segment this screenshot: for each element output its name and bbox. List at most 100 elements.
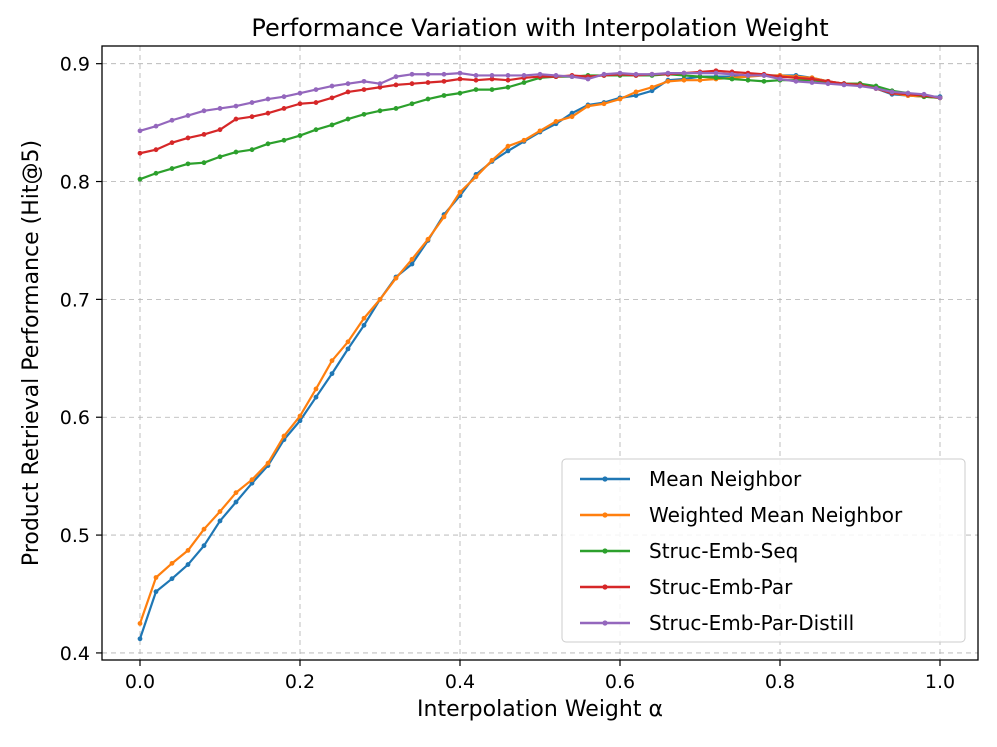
data-point-struc-emb-par-distill: [361, 78, 367, 84]
legend-label: Struc-Emb-Seq: [649, 539, 798, 563]
data-point-struc-emb-par-distill: [777, 76, 783, 82]
data-point-weighted-mean-neighbor: [665, 78, 671, 84]
data-point-mean-neighbor: [329, 371, 335, 377]
data-point-weighted-mean-neighbor: [265, 460, 271, 466]
data-point-struc-emb-par-distill: [889, 89, 895, 95]
legend-item-mean-neighbor: Mean Neighbor: [580, 467, 802, 491]
data-point-struc-emb-par-distill: [441, 71, 447, 77]
data-point-weighted-mean-neighbor: [489, 157, 495, 163]
data-point-struc-emb-par-distill: [201, 108, 207, 114]
data-point-weighted-mean-neighbor: [201, 526, 207, 532]
data-point-struc-emb-par: [169, 140, 175, 146]
data-point-struc-emb-par-distill: [841, 82, 847, 88]
data-point-mean-neighbor: [169, 576, 175, 582]
data-point-mean-neighbor: [569, 110, 575, 116]
data-point-weighted-mean-neighbor: [505, 143, 511, 149]
data-point-struc-emb-par-distill: [601, 71, 607, 77]
data-point-struc-emb-par-distill: [153, 123, 159, 129]
data-point-struc-emb-seq: [361, 111, 367, 117]
data-point-struc-emb-seq: [409, 101, 415, 107]
data-point-struc-emb-seq: [745, 77, 751, 83]
data-point-struc-emb-par: [153, 147, 159, 153]
y-tick-label: 0.8: [60, 172, 90, 194]
data-point-struc-emb-seq: [521, 80, 527, 85]
data-point-weighted-mean-neighbor: [409, 256, 415, 262]
x-tick-label: 0.4: [445, 671, 475, 693]
legend-marker: [602, 584, 608, 590]
data-point-struc-emb-par-distill: [137, 128, 143, 134]
axis-ticks: 0.0 0.2 0.4 0.6 0.8 1.0 0.4 0.5 0.6 0.7 0.8 0.9: [60, 54, 955, 693]
data-point-weighted-mean-neighbor: [377, 296, 383, 302]
data-point-struc-emb-seq: [729, 76, 735, 82]
data-point-mean-neighbor: [313, 394, 319, 400]
data-point-weighted-mean-neighbor: [329, 358, 335, 364]
data-point-struc-emb-par-distill: [793, 78, 799, 84]
data-point-struc-emb-par: [297, 101, 303, 107]
data-point-struc-emb-par: [473, 77, 479, 83]
data-point-struc-emb-par: [137, 150, 143, 156]
data-point-struc-emb-par-distill: [761, 73, 767, 78]
data-point-struc-emb-par-distill: [729, 71, 735, 77]
data-point-weighted-mean-neighbor: [313, 386, 319, 392]
data-point-struc-emb-par-distill: [425, 71, 431, 77]
legend-item-struc-emb-par: Struc-Emb-Par: [580, 575, 793, 599]
data-point-struc-emb-par: [265, 110, 271, 116]
data-point-struc-emb-par-distill: [873, 86, 879, 91]
y-tick-label: 0.4: [60, 643, 90, 665]
legend: Mean Neighbor Weighted Mean Neighbor Struc…: [561, 458, 966, 643]
data-point-struc-emb-par: [409, 81, 415, 87]
data-point-weighted-mean-neighbor: [553, 119, 559, 124]
data-point-struc-emb-seq: [377, 108, 383, 114]
data-point-weighted-mean-neighbor: [697, 77, 703, 83]
data-point-struc-emb-seq: [169, 166, 175, 171]
data-point-struc-emb-seq: [457, 90, 463, 96]
data-point-weighted-mean-neighbor: [569, 114, 575, 120]
data-point-struc-emb-par-distill: [537, 71, 543, 77]
data-point-struc-emb-par: [313, 100, 319, 105]
legend-item-weighted-mean-neighbor: Weighted Mean Neighbor: [580, 503, 903, 527]
data-point-struc-emb-seq: [297, 133, 303, 138]
data-point-weighted-mean-neighbor: [617, 96, 623, 102]
legend-label: Weighted Mean Neighbor: [649, 503, 903, 527]
data-point-struc-emb-par-distill: [633, 71, 639, 77]
data-point-struc-emb-seq: [217, 154, 223, 160]
data-point-weighted-mean-neighbor: [137, 621, 143, 626]
data-point-weighted-mean-neighbor: [249, 477, 255, 483]
data-point-weighted-mean-neighbor: [681, 77, 687, 83]
data-point-struc-emb-seq: [393, 106, 399, 111]
data-point-struc-emb-par-distill: [585, 76, 591, 82]
data-point-struc-emb-par-distill: [281, 94, 287, 100]
data-point-struc-emb-par-distill: [569, 74, 575, 80]
data-point-weighted-mean-neighbor: [345, 339, 351, 345]
data-point-mean-neighbor: [185, 562, 191, 567]
data-point-struc-emb-par-distill: [249, 100, 255, 105]
data-point-struc-emb-par: [345, 89, 351, 95]
data-point-struc-emb-par-distill: [377, 81, 383, 87]
data-point-weighted-mean-neighbor: [425, 236, 431, 242]
legend-label: Mean Neighbor: [649, 467, 802, 491]
data-point-struc-emb-par-distill: [409, 71, 415, 77]
y-tick-label: 0.9: [60, 54, 90, 76]
data-point-struc-emb-par-distill: [345, 81, 351, 87]
data-point-struc-emb-par-distill: [825, 81, 831, 87]
data-point-mean-neighbor: [137, 636, 143, 642]
data-point-weighted-mean-neighbor: [649, 84, 655, 90]
data-point-struc-emb-par-distill: [169, 117, 175, 123]
data-point-struc-emb-seq: [249, 147, 255, 153]
data-point-struc-emb-par-distill: [665, 70, 671, 76]
data-point-mean-neighbor: [649, 88, 655, 94]
data-point-struc-emb-par-distill: [921, 91, 927, 97]
data-point-weighted-mean-neighbor: [169, 560, 175, 566]
data-point-struc-emb-seq: [697, 74, 703, 80]
data-point-struc-emb-par: [377, 84, 383, 90]
data-point-weighted-mean-neighbor: [153, 575, 159, 580]
data-point-struc-emb-par-distill: [617, 70, 623, 76]
data-point-struc-emb-par: [281, 106, 287, 111]
data-point-struc-emb-par: [201, 131, 207, 137]
data-point-struc-emb-par-distill: [329, 83, 335, 89]
data-point-mean-neighbor: [201, 543, 207, 549]
data-point-mean-neighbor: [217, 518, 223, 524]
data-point-mean-neighbor: [297, 418, 303, 424]
x-tick-label: 0.0: [125, 671, 155, 693]
